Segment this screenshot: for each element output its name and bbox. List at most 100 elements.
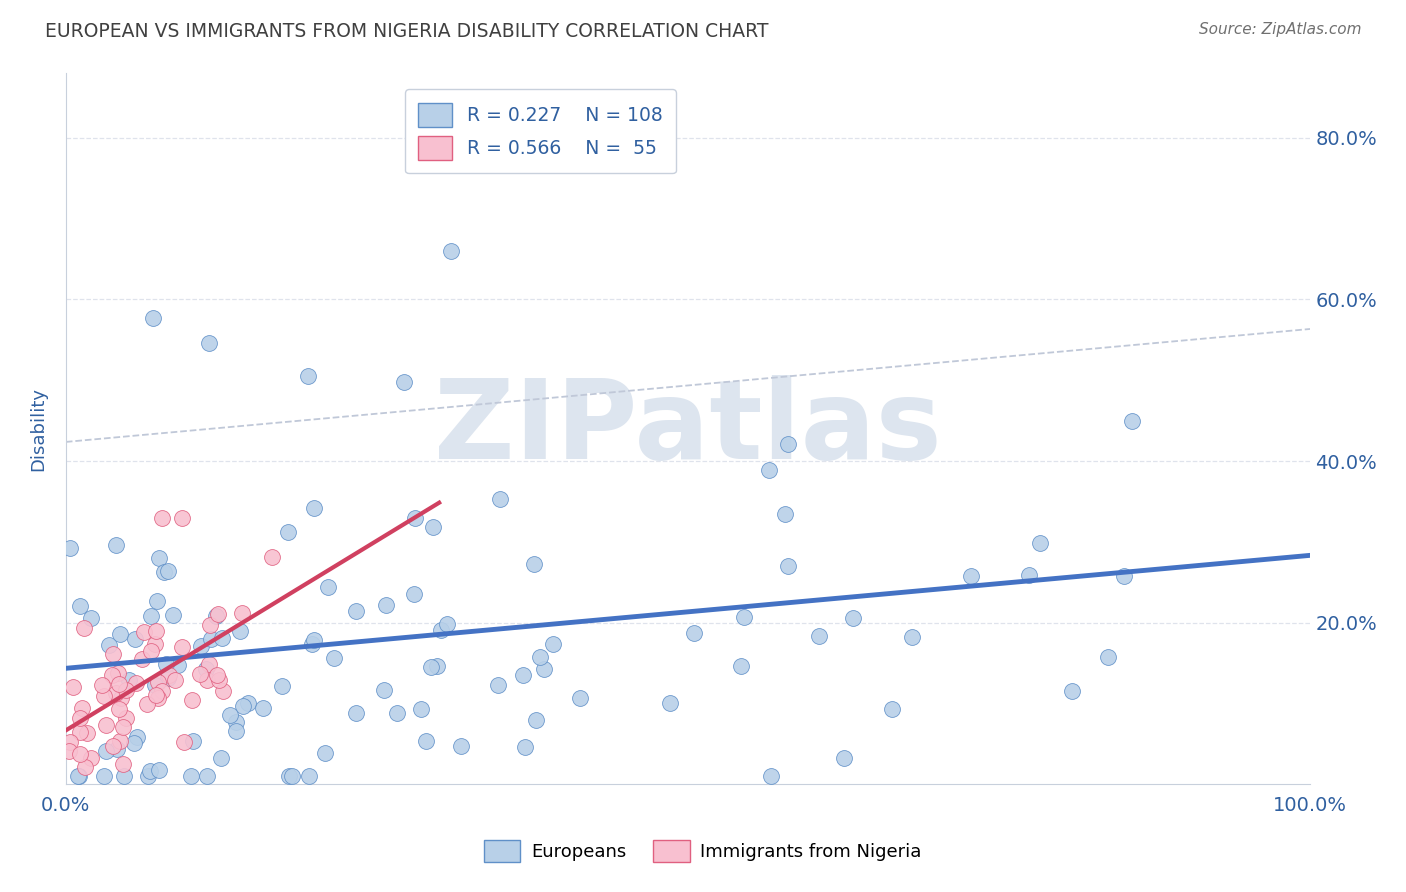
Point [298, 769, 321, 783]
Point [80, 751, 103, 765]
Point [533, 662, 555, 676]
Point [145, 637, 167, 651]
Point [205, 668, 228, 682]
Point [155, 657, 177, 671]
Point [190, 640, 212, 654]
Point [415, 734, 437, 748]
Point [683, 626, 706, 640]
Point [238, 696, 260, 710]
Point [101, 647, 124, 661]
Point [150, 510, 173, 524]
Point [197, 657, 219, 672]
Point [69, 710, 91, 724]
Point [145, 624, 167, 638]
Point [733, 610, 755, 624]
Point [148, 551, 170, 566]
Point [426, 658, 449, 673]
Point [450, 739, 472, 754]
Point [225, 714, 247, 729]
Point [302, 501, 325, 516]
Point [316, 580, 339, 594]
Point [730, 659, 752, 673]
Point [173, 735, 195, 749]
Point [1018, 568, 1040, 582]
Point [69, 747, 91, 761]
Point [231, 606, 253, 620]
Point [100, 668, 122, 682]
Point [146, 674, 169, 689]
Point [807, 630, 830, 644]
Point [225, 724, 247, 739]
Point [188, 667, 211, 681]
Point [180, 769, 202, 783]
Point [118, 673, 141, 687]
Point [162, 608, 184, 623]
Point [136, 769, 159, 783]
Point [148, 763, 170, 777]
Point [108, 677, 131, 691]
Point [142, 310, 165, 325]
Point [108, 702, 131, 716]
Point [94, 744, 117, 758]
Point [58, 744, 80, 758]
Point [69, 599, 91, 613]
Point [842, 611, 865, 625]
Point [125, 730, 148, 744]
Point [146, 594, 169, 608]
Point [278, 769, 301, 783]
Point [159, 668, 181, 682]
Point [523, 557, 546, 571]
Point [758, 463, 780, 477]
Point [901, 630, 924, 644]
Point [436, 616, 458, 631]
Point [91, 678, 114, 692]
Point [59, 735, 82, 749]
Text: Source: ZipAtlas.com: Source: ZipAtlas.com [1198, 22, 1361, 37]
Point [146, 691, 169, 706]
Point [181, 733, 204, 747]
Point [76, 726, 98, 740]
Point [1112, 568, 1135, 582]
Point [108, 734, 131, 748]
Point [489, 492, 512, 507]
Point [761, 769, 783, 783]
Point [134, 624, 156, 639]
Point [212, 683, 235, 698]
Text: EUROPEAN VS IMMIGRANTS FROM NIGERIA DISABILITY CORRELATION CHART: EUROPEAN VS IMMIGRANTS FROM NIGERIA DISA… [45, 22, 769, 41]
Point [200, 618, 222, 632]
Point [524, 713, 547, 727]
Point [111, 756, 134, 771]
Point [139, 764, 162, 778]
Point [172, 510, 194, 524]
Point [1097, 649, 1119, 664]
Point [150, 684, 173, 698]
Point [252, 700, 274, 714]
Point [94, 717, 117, 731]
Point [211, 632, 233, 646]
Point [404, 587, 426, 601]
Point [125, 675, 148, 690]
Point [486, 678, 509, 692]
Point [205, 608, 228, 623]
Point [62, 681, 84, 695]
Point [67, 769, 90, 783]
Point [959, 569, 981, 583]
Legend: R = 0.227    N = 108, R = 0.566    N =  55: R = 0.227 N = 108, R = 0.566 N = 55 [405, 89, 676, 173]
Point [537, 90, 560, 104]
Point [67, 769, 90, 783]
Point [773, 507, 796, 521]
Point [314, 746, 336, 760]
Point [97, 638, 120, 652]
Point [385, 706, 408, 721]
Point [115, 682, 138, 697]
Point [143, 678, 166, 692]
Point [167, 658, 190, 673]
Point [139, 643, 162, 657]
Point [115, 711, 138, 725]
Point [195, 769, 218, 783]
Point [124, 632, 146, 646]
Point [232, 699, 254, 714]
Point [195, 673, 218, 688]
Point [659, 697, 682, 711]
Point [209, 751, 232, 765]
